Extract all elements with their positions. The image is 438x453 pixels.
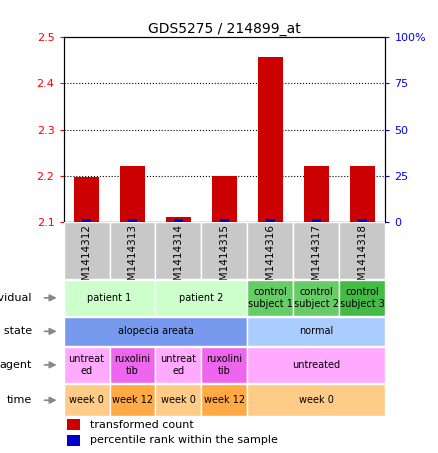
Bar: [64, 317, 247, 346]
Bar: [358, 219, 367, 222]
Bar: [174, 219, 183, 222]
Bar: [350, 166, 375, 222]
Bar: [212, 175, 237, 222]
Bar: [110, 347, 155, 383]
Text: week 12: week 12: [204, 395, 245, 405]
Bar: [67, 434, 80, 446]
Text: week 0: week 0: [69, 395, 104, 405]
Text: time: time: [7, 395, 32, 405]
Text: agent: agent: [0, 360, 32, 370]
Text: GSM1414318: GSM1414318: [357, 224, 367, 294]
Bar: [258, 57, 283, 222]
Bar: [220, 219, 229, 222]
Text: control
subject 2: control subject 2: [294, 287, 339, 308]
Text: GSM1414314: GSM1414314: [173, 224, 184, 294]
Text: GSM1414315: GSM1414315: [219, 224, 230, 294]
Text: week 12: week 12: [112, 395, 153, 405]
Text: GSM1414316: GSM1414316: [265, 224, 276, 294]
Bar: [155, 222, 201, 279]
Bar: [201, 384, 247, 416]
Text: week 0: week 0: [299, 395, 334, 405]
Bar: [155, 384, 201, 416]
Bar: [293, 280, 339, 316]
Bar: [247, 280, 293, 316]
Bar: [304, 166, 329, 222]
Bar: [64, 222, 110, 279]
Bar: [128, 219, 137, 222]
Bar: [110, 384, 155, 416]
Text: normal: normal: [299, 326, 334, 337]
Bar: [247, 222, 293, 279]
Bar: [247, 384, 385, 416]
Text: untreated: untreated: [293, 360, 340, 370]
Text: week 0: week 0: [161, 395, 196, 405]
Text: control
subject 3: control subject 3: [340, 287, 385, 308]
Bar: [201, 347, 247, 383]
Bar: [110, 222, 155, 279]
Bar: [64, 280, 155, 316]
Title: GDS5275 / 214899_at: GDS5275 / 214899_at: [148, 22, 301, 36]
Text: transformed count: transformed count: [90, 419, 194, 430]
Bar: [64, 347, 110, 383]
Bar: [339, 222, 385, 279]
Bar: [266, 219, 275, 222]
Text: GSM1414317: GSM1414317: [311, 224, 321, 294]
Bar: [82, 219, 91, 222]
Text: patient 2: patient 2: [179, 293, 224, 303]
Text: ruxolini
tib: ruxolini tib: [114, 354, 151, 376]
Bar: [120, 166, 145, 222]
Text: individual: individual: [0, 293, 32, 303]
Text: patient 1: patient 1: [87, 293, 132, 303]
Bar: [312, 219, 321, 222]
Text: untreat
ed: untreat ed: [160, 354, 197, 376]
Bar: [247, 317, 385, 346]
Text: alopecia areata: alopecia areata: [118, 326, 193, 337]
Text: GSM1414312: GSM1414312: [81, 224, 92, 294]
Bar: [64, 384, 110, 416]
Text: GSM1414313: GSM1414313: [127, 224, 138, 294]
Bar: [155, 347, 201, 383]
Bar: [74, 178, 99, 222]
Bar: [247, 347, 385, 383]
Text: control
subject 1: control subject 1: [248, 287, 293, 308]
Bar: [67, 419, 80, 430]
Bar: [166, 217, 191, 222]
Text: untreat
ed: untreat ed: [68, 354, 105, 376]
Text: ruxolini
tib: ruxolini tib: [206, 354, 243, 376]
Bar: [293, 222, 339, 279]
Text: disease state: disease state: [0, 326, 32, 337]
Bar: [155, 280, 247, 316]
Bar: [339, 280, 385, 316]
Text: percentile rank within the sample: percentile rank within the sample: [90, 435, 278, 445]
Bar: [201, 222, 247, 279]
